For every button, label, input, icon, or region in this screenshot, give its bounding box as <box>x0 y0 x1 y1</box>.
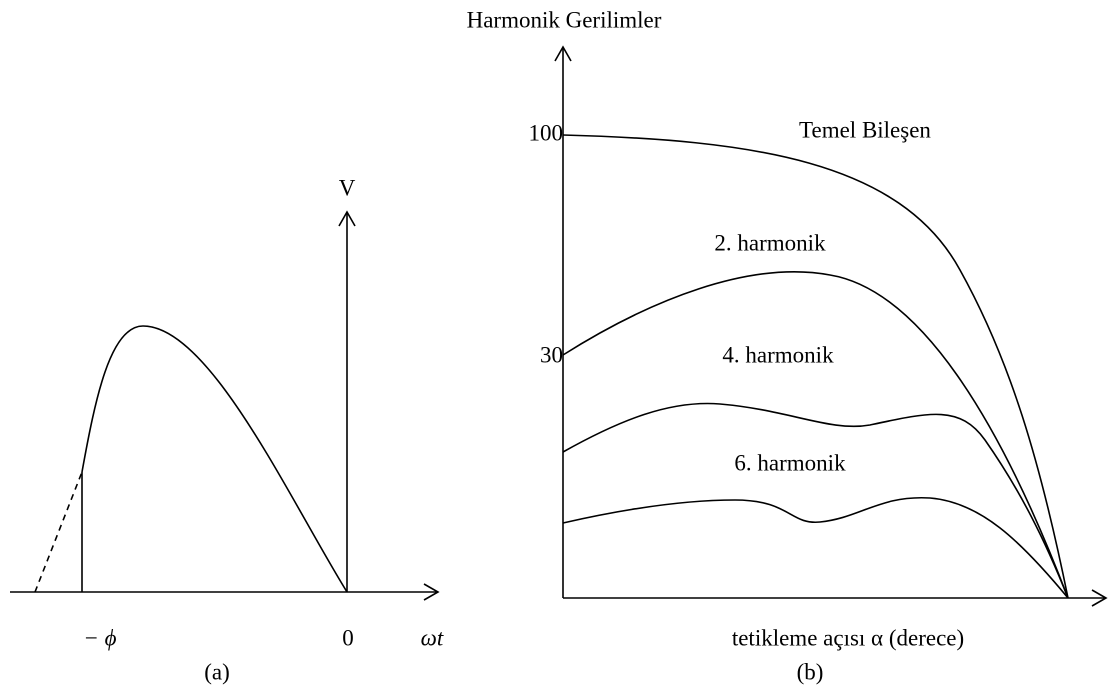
x-axis-label: tetikleme açısı α (derece) <box>732 625 964 650</box>
panel-b: Harmonik Gerilimler 100 30 Temel Bileşen… <box>467 7 1108 684</box>
arrow <box>554 45 572 62</box>
origin-label: 0 <box>342 625 354 650</box>
arrow <box>1091 589 1108 607</box>
caption: (b) <box>797 659 824 684</box>
phase-label: − ϕ <box>83 625 116 650</box>
panel-a: V − ϕ 0 ωt (a) <box>10 175 444 684</box>
caption: (a) <box>204 659 230 684</box>
axis-label: ωt <box>421 625 444 650</box>
dashed-line <box>34 471 83 593</box>
tick-label: 100 <box>529 120 564 145</box>
tick-label: 30 <box>540 342 563 367</box>
title: Harmonik Gerilimler <box>467 7 662 32</box>
curve-label: Temel Bileşen <box>799 117 931 142</box>
arrow <box>423 583 440 601</box>
curve <box>562 402 1069 599</box>
curve-label: 4. harmonik <box>722 342 834 367</box>
curve <box>562 496 1069 599</box>
arrow <box>338 210 356 227</box>
curve-label: 6. harmonik <box>734 450 846 475</box>
curve <box>562 134 1069 599</box>
axis-label: V <box>339 175 356 200</box>
curve <box>562 271 1069 599</box>
curve-label: 2. harmonik <box>714 230 826 255</box>
waveform <box>81 325 348 593</box>
